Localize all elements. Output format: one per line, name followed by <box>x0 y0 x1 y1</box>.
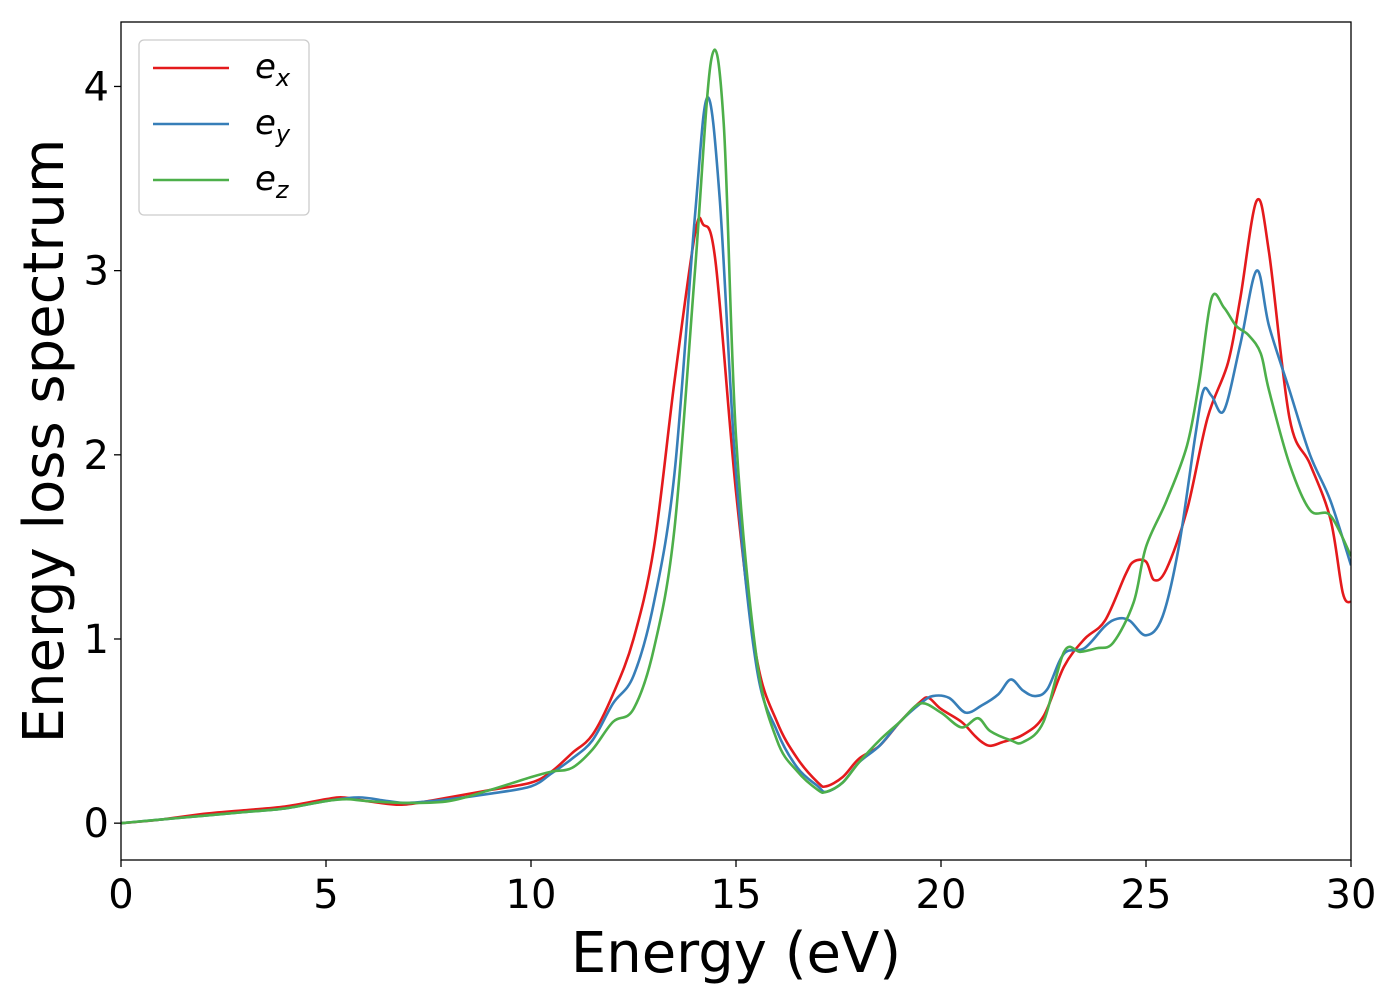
legend-label: ez <box>255 159 290 204</box>
y-axis-label: Energy loss spectrum <box>12 139 77 744</box>
legend-box <box>138 39 310 216</box>
x-tick-label: 5 <box>313 872 338 918</box>
legend-label: ex <box>255 47 291 92</box>
x-tick-label: 30 <box>1326 872 1377 918</box>
y-tick-label: 0 <box>84 801 109 847</box>
ticks-layer: 0 5 10 15 20 25 30 0 1 2 3 4 <box>84 64 1377 918</box>
x-tick-label: 20 <box>916 872 967 918</box>
series-line-ex <box>121 197 1351 825</box>
y-tick-label: 2 <box>84 433 109 479</box>
x-tick-label: 25 <box>1121 872 1172 918</box>
legend: ex ey ez <box>138 39 310 216</box>
series-line-ez <box>121 48 1351 825</box>
y-tick-label: 4 <box>84 64 109 110</box>
series-layer <box>121 48 1351 825</box>
y-tick-label: 1 <box>84 617 109 663</box>
x-axis-label: Energy (eV) <box>571 921 901 986</box>
legend-label: ey <box>255 103 291 148</box>
x-tick-label: 0 <box>108 872 133 918</box>
x-tick-label: 15 <box>711 872 762 918</box>
y-tick-label: 3 <box>84 249 109 295</box>
x-tick-label: 10 <box>506 872 557 918</box>
